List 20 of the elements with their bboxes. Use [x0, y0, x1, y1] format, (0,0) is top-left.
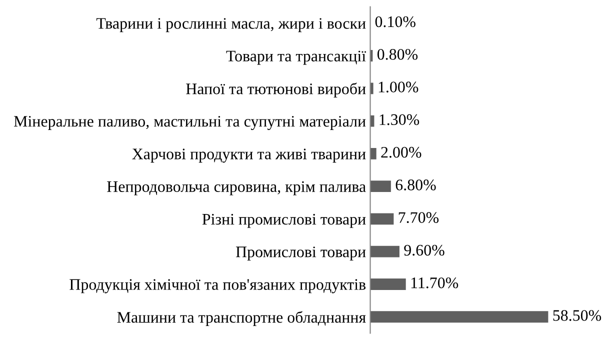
data-label: 0.10%: [375, 16, 416, 28]
data-label: 7.70%: [398, 212, 439, 224]
data-label: 11.70%: [411, 277, 458, 288]
y-tick-label: Напої та тютюнові вироби: [186, 82, 366, 98]
y-tick-label: Непродовольча сировина, крім палива: [107, 181, 366, 196]
data-label: 1.30%: [380, 114, 420, 126]
y-tick-label: Промислові товари: [236, 246, 366, 261]
y-tick-label: Товари та трансакції: [226, 50, 366, 65]
y-tick-label: Машини та транспортне обладнання: [117, 311, 366, 326]
y-tick-label: Харчові продукти та живі тварини: [132, 148, 366, 163]
data-label: 0.80%: [377, 48, 418, 60]
data-label: 9.60%: [404, 244, 444, 256]
y-tick-label: Мінеральне паливо, мастильні та супутні матеріали: [14, 116, 366, 130]
data-label: 6.80%: [396, 180, 436, 190]
y-tick-label: Різні промислові товари: [202, 214, 366, 228]
y-tick-label: Продукція хімічної та пов'язаних продуктів: [70, 279, 366, 294]
data-label: 58.50%: [553, 310, 602, 321]
y-tick-label: Тварини і рослинні масла, жири і воски: [96, 18, 366, 32]
data-label: 1.00%: [378, 82, 418, 92]
data-label: 2.00%: [381, 146, 422, 158]
